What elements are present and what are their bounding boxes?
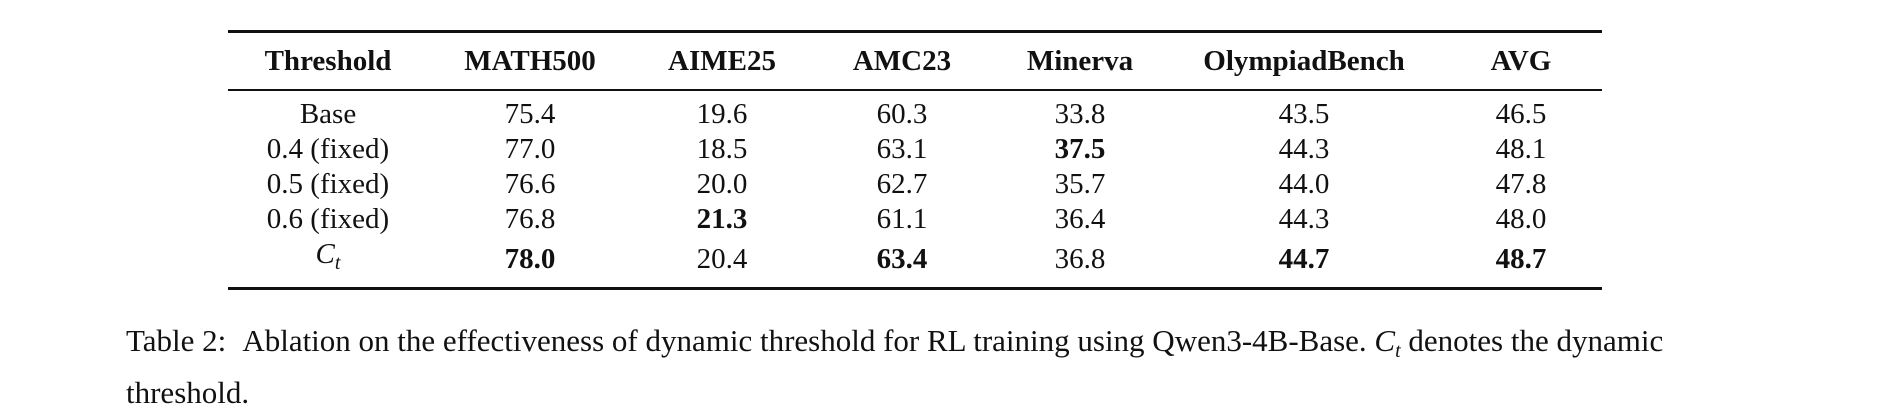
table-row: 0.5 (fixed) 76.6 20.0 62.7 35.7 44.0 47.… <box>228 167 1602 202</box>
cell-minerva: 35.7 <box>1054 168 1106 200</box>
cell-aime25: 19.6 <box>696 98 748 130</box>
table-header-row: Threshold MATH500 AIME25 AMC23 Minerva O… <box>228 31 1602 90</box>
header-amc23: AMC23 <box>852 44 952 77</box>
cell-minerva: 37.5 <box>1054 133 1106 165</box>
cell-math500: 76.8 <box>504 203 556 235</box>
table-row: 0.4 (fixed) 77.0 18.5 63.1 37.5 44.3 48.… <box>228 132 1602 167</box>
ablation-table: Threshold MATH500 AIME25 AMC23 Minerva O… <box>228 30 1602 290</box>
row-label: 0.6 (fixed) <box>266 203 390 235</box>
cell-olympiadbench: 43.5 <box>1278 98 1330 130</box>
table-row: 0.6 (fixed) 76.8 21.3 61.1 36.4 44.3 48.… <box>228 202 1602 237</box>
header-math500: MATH500 <box>464 44 596 77</box>
caption-math-c: C <box>1374 323 1396 358</box>
cell-avg: 47.8 <box>1495 168 1547 200</box>
cell-math500: 78.0 <box>504 242 556 275</box>
row-label: 0.5 (fixed) <box>266 168 390 200</box>
table-caption: Table 2: Ablation on the effectiveness o… <box>126 320 1786 414</box>
caption-label: Table 2: <box>126 323 227 358</box>
cell-olympiadbench: 44.3 <box>1278 133 1330 165</box>
header-avg: AVG <box>1490 44 1552 77</box>
cell-olympiadbench: 44.0 <box>1278 168 1330 200</box>
math-subscript-t: t <box>334 252 341 274</box>
header-aime25: AIME25 <box>668 44 776 77</box>
cell-math500: 77.0 <box>504 133 556 165</box>
table-row: Ct 78.0 20.4 63.4 36.8 44.7 48.7 <box>228 237 1602 289</box>
cell-avg: 48.0 <box>1495 203 1547 235</box>
cell-aime25: 20.4 <box>696 242 748 275</box>
results-table-container: Threshold MATH500 AIME25 AMC23 Minerva O… <box>228 30 1602 290</box>
header-olympiadbench: OlympiadBench <box>1203 44 1405 77</box>
cell-olympiadbench: 44.7 <box>1278 242 1330 275</box>
cell-minerva: 36.4 <box>1054 203 1106 235</box>
cell-aime25: 21.3 <box>696 203 748 235</box>
cell-aime25: 20.0 <box>696 168 748 200</box>
cell-math500: 76.6 <box>504 168 556 200</box>
caption-math-t: t <box>1395 340 1401 362</box>
cell-avg: 48.1 <box>1495 133 1547 165</box>
cell-amc23: 60.3 <box>876 98 928 130</box>
cell-math500: 75.4 <box>504 98 556 130</box>
cell-amc23: 61.1 <box>876 203 928 235</box>
caption-text-after: denotes the dynamic threshold. <box>126 323 1664 410</box>
header-threshold: Threshold <box>264 44 392 77</box>
table-row: Base 75.4 19.6 60.3 33.8 43.5 46.5 <box>228 90 1602 132</box>
caption-text-before: Ablation on the effectiveness of dynamic… <box>242 323 1367 358</box>
cell-amc23: 62.7 <box>876 168 928 200</box>
cell-amc23: 63.1 <box>876 133 928 165</box>
cell-olympiadbench: 44.3 <box>1278 203 1330 235</box>
cell-minerva: 36.8 <box>1054 242 1106 275</box>
row-label-dynamic-threshold: Ct <box>228 237 428 289</box>
cell-avg: 46.5 <box>1495 98 1547 130</box>
row-label: 0.4 (fixed) <box>266 133 390 165</box>
math-symbol-c: C <box>315 238 335 270</box>
cell-avg: 48.7 <box>1495 242 1547 275</box>
cell-minerva: 33.8 <box>1054 98 1106 130</box>
header-minerva: Minerva <box>1026 44 1134 77</box>
row-label: Base <box>299 98 357 130</box>
cell-amc23: 63.4 <box>876 242 928 275</box>
cell-aime25: 18.5 <box>696 133 748 165</box>
